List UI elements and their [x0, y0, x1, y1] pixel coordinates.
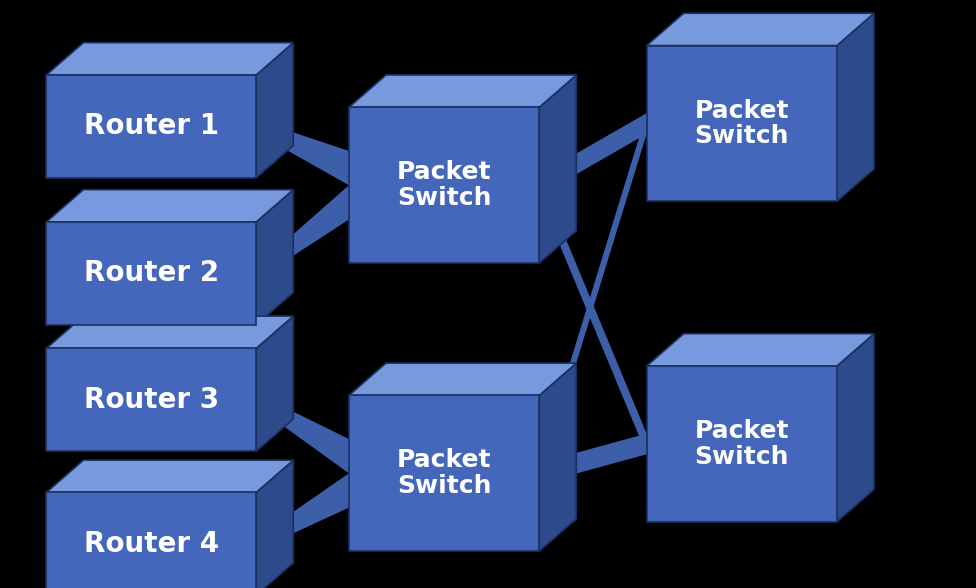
Polygon shape	[539, 363, 576, 552]
Text: Router 4: Router 4	[84, 530, 219, 558]
Polygon shape	[256, 43, 294, 178]
Polygon shape	[256, 185, 349, 280]
Polygon shape	[256, 460, 294, 588]
Polygon shape	[256, 393, 349, 473]
Text: Router 3: Router 3	[84, 386, 219, 414]
Polygon shape	[647, 14, 874, 46]
Polygon shape	[539, 433, 647, 484]
Polygon shape	[539, 75, 576, 263]
Polygon shape	[539, 113, 647, 484]
Polygon shape	[256, 473, 349, 550]
Bar	[349, 396, 539, 552]
Text: Packet
Switch: Packet Switch	[397, 161, 491, 210]
Polygon shape	[256, 316, 294, 452]
Polygon shape	[349, 363, 576, 396]
Polygon shape	[47, 460, 294, 493]
Polygon shape	[837, 14, 874, 202]
Polygon shape	[47, 189, 294, 222]
Polygon shape	[837, 334, 874, 522]
Polygon shape	[349, 75, 576, 107]
Bar	[647, 366, 837, 522]
Polygon shape	[539, 113, 647, 196]
Bar	[647, 46, 837, 202]
Bar	[47, 222, 257, 325]
Text: Router 2: Router 2	[84, 259, 219, 288]
Bar	[47, 75, 257, 178]
Text: Packet
Switch: Packet Switch	[695, 419, 789, 469]
Text: Packet
Switch: Packet Switch	[397, 449, 491, 498]
Polygon shape	[256, 120, 349, 185]
Polygon shape	[647, 334, 874, 366]
Polygon shape	[47, 43, 294, 75]
Bar	[47, 493, 257, 588]
Polygon shape	[47, 316, 294, 349]
Text: Router 1: Router 1	[84, 112, 219, 141]
Bar	[349, 108, 539, 263]
Polygon shape	[539, 175, 647, 455]
Text: Packet
Switch: Packet Switch	[695, 99, 789, 148]
Polygon shape	[256, 189, 294, 325]
Bar	[47, 348, 257, 452]
